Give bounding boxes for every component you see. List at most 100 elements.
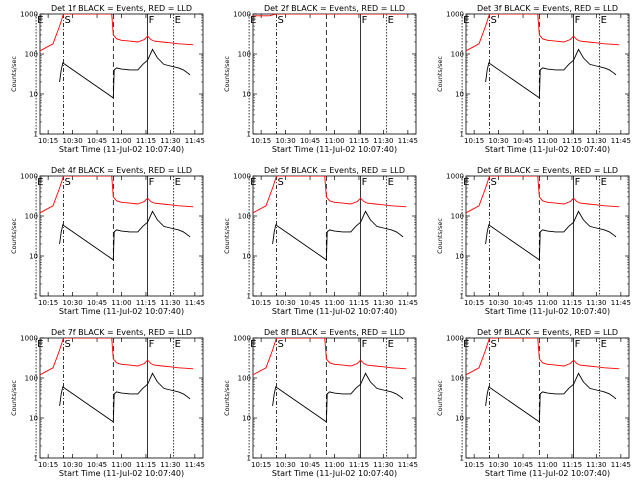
x-axis-label: Start Time (11-Jul-02 10:07:40) xyxy=(59,307,184,316)
y-tick-label: 100 xyxy=(451,51,464,59)
x-tick-label: 11:15 xyxy=(562,461,582,469)
panel-title: Det 7f BLACK = Events, RED = LLD xyxy=(51,328,192,337)
y-tick-label: 1000 xyxy=(446,173,464,181)
event-marker-label: F xyxy=(362,339,368,350)
events-series-line xyxy=(59,372,191,423)
event-marker-label: S xyxy=(490,177,496,188)
chart-panel: Det 1f BLACK = Events, RED = LLD 1 10 100 10… xyxy=(10,4,205,154)
event-marker-label: F xyxy=(362,15,368,26)
y-tick-label: 10 xyxy=(29,91,38,99)
x-tick-label: 10:30 xyxy=(489,461,509,469)
y-axis-label: Counts/sec xyxy=(436,380,444,416)
x-tick-label: 11:00 xyxy=(111,299,131,307)
plot-frame xyxy=(39,175,204,297)
y-tick-label: 10 xyxy=(242,91,251,99)
y-tick-label: 1000 xyxy=(20,11,38,19)
x-axis-label: Start Time (11-Jul-02 10:07:40) xyxy=(59,469,184,478)
x-tick-label: 11:15 xyxy=(349,137,369,145)
event-marker-label: E xyxy=(601,15,607,26)
x-tick-label: 10:45 xyxy=(513,137,533,145)
events-series-line xyxy=(485,48,617,99)
x-tick-label: 10:45 xyxy=(300,461,320,469)
x-tick-label: 10:45 xyxy=(87,137,107,145)
event-marker-label: E xyxy=(175,177,181,188)
y-axis-label: Counts/sec xyxy=(10,218,18,254)
x-axis-label: Start Time (11-Jul-02 10:07:40) xyxy=(59,145,184,154)
x-axis-label: Start Time (11-Jul-02 10:07:40) xyxy=(485,469,610,478)
y-tick-label: 1 xyxy=(247,293,251,301)
event-marker-label: F xyxy=(149,177,155,188)
event-marker-label: E xyxy=(601,177,607,188)
y-tick-label: 1000 xyxy=(20,173,38,181)
event-marker-label: E xyxy=(388,177,394,188)
event-marker-label: S xyxy=(64,177,70,188)
x-tick-label: 10:30 xyxy=(489,299,509,307)
event-marker-label: E xyxy=(388,339,394,350)
event-marker-label: E xyxy=(250,339,256,350)
x-tick-label: 10:15 xyxy=(251,299,271,307)
x-tick-label: 10:15 xyxy=(251,137,271,145)
y-tick-label: 1 xyxy=(34,455,38,463)
events-series-line xyxy=(59,48,191,99)
event-marker-label: F xyxy=(575,177,581,188)
x-tick-label: 11:00 xyxy=(324,461,344,469)
x-tick-label: 11:45 xyxy=(398,137,418,145)
y-axis-label: Counts/sec xyxy=(436,218,444,254)
panel-title: Det 9f BLACK = Events, RED = LLD xyxy=(477,328,618,337)
y-tick-label: 1 xyxy=(460,131,464,139)
y-tick-label: 1000 xyxy=(233,335,251,343)
y-tick-label: 1 xyxy=(247,455,251,463)
x-tick-label: 11:15 xyxy=(136,299,156,307)
panel-title: Det 8f BLACK = Events, RED = LLD xyxy=(264,328,405,337)
x-tick-label: 11:15 xyxy=(562,137,582,145)
lld-series-line xyxy=(466,338,620,376)
x-axis-label: Start Time (11-Jul-02 10:07:40) xyxy=(485,307,610,316)
events-series-line xyxy=(272,372,404,423)
x-tick-label: 11:30 xyxy=(160,137,180,145)
y-axis-label: Counts/sec xyxy=(223,380,231,416)
y-axis-label: Counts/sec xyxy=(10,56,18,92)
y-tick-label: 100 xyxy=(25,51,38,59)
y-tick-label: 10 xyxy=(455,253,464,261)
y-tick-label: 100 xyxy=(238,375,251,383)
chart-panel: Det 6f BLACK = Events, RED = LLD 1 10 100 10… xyxy=(436,166,631,316)
x-tick-label: 11:30 xyxy=(160,461,180,469)
x-tick-label: 11:00 xyxy=(324,137,344,145)
y-axis-label: Counts/sec xyxy=(223,56,231,92)
y-tick-label: 1000 xyxy=(233,173,251,181)
plot-frame xyxy=(252,175,417,297)
lld-series-line xyxy=(466,176,620,214)
x-tick-label: 11:30 xyxy=(160,299,180,307)
events-series-line xyxy=(485,372,617,423)
y-axis-label: Counts/sec xyxy=(223,218,231,254)
y-tick-label: 1000 xyxy=(446,335,464,343)
plot-frame xyxy=(252,13,417,135)
y-tick-label: 100 xyxy=(451,375,464,383)
x-tick-label: 11:15 xyxy=(349,299,369,307)
x-tick-label: 11:15 xyxy=(136,137,156,145)
event-marker-label: E xyxy=(37,177,43,188)
x-tick-label: 11:30 xyxy=(373,299,393,307)
plot-frame xyxy=(465,13,630,135)
y-tick-label: 100 xyxy=(238,213,251,221)
lld-series-line xyxy=(466,14,620,52)
x-tick-label: 10:30 xyxy=(276,137,296,145)
event-marker-label: E xyxy=(250,15,256,26)
panel-title: Det 5f BLACK = Events, RED = LLD xyxy=(264,166,405,175)
x-tick-label: 10:15 xyxy=(464,461,484,469)
x-tick-label: 11:15 xyxy=(349,461,369,469)
event-marker-label: S xyxy=(64,15,70,26)
y-tick-label: 10 xyxy=(455,91,464,99)
x-tick-label: 10:45 xyxy=(87,299,107,307)
lld-series-line xyxy=(253,338,407,376)
x-tick-label: 11:00 xyxy=(111,137,131,145)
lld-series-line xyxy=(40,176,194,214)
x-tick-label: 10:15 xyxy=(38,137,58,145)
x-tick-label: 10:45 xyxy=(300,137,320,145)
x-tick-label: 10:45 xyxy=(513,299,533,307)
chart-panel: Det 8f BLACK = Events, RED = LLD 1 10 100 10… xyxy=(223,328,418,478)
events-series-line xyxy=(485,210,617,261)
event-marker-label: S xyxy=(277,15,283,26)
x-tick-label: 11:00 xyxy=(324,299,344,307)
